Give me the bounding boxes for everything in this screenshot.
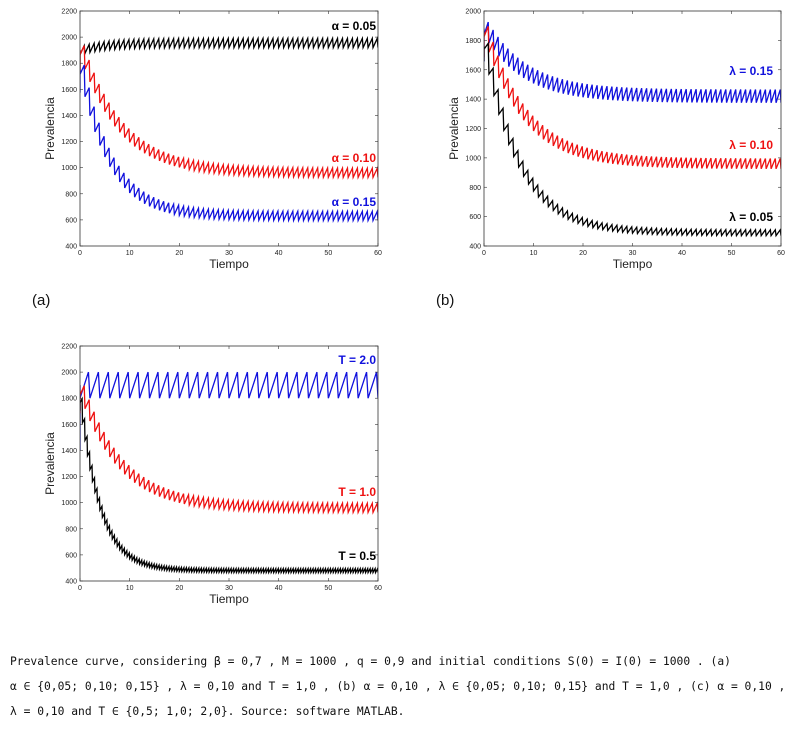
panel-letter-a: (a) <box>32 292 51 309</box>
series-label-2: λ = 0.10 <box>729 138 773 152</box>
y-tick-label: 800 <box>65 526 77 533</box>
y-tick-label: 1000 <box>61 165 77 172</box>
x-tick-label: 40 <box>275 250 283 257</box>
y-tick-label: 1800 <box>61 396 77 403</box>
y-tick-label: 1000 <box>465 155 481 162</box>
y-tick-label: 400 <box>469 244 481 251</box>
chart-panel-c: T = 2.0 T = 1.0 T = 0.5 0 10 20 30 40 50 60 400 600… <box>43 344 382 607</box>
x-tick-label: 30 <box>225 585 233 592</box>
panel-letter-b: (b) <box>436 292 455 309</box>
figure-caption: Prevalence curve, considering β = 0,7 , … <box>10 649 800 724</box>
series-label-3: α = 0.15 <box>332 195 377 209</box>
chart-panel-a: α = 0.05 α = 0.10 α = 0.15 0 10 20 30 40 50 60 400… <box>43 9 382 272</box>
y-tick-label: 800 <box>65 191 77 198</box>
series-line-2 <box>484 26 781 170</box>
x-tick-label: 0 <box>78 585 82 592</box>
series-label-1: α = 0.05 <box>332 19 377 33</box>
y-tick-label: 800 <box>469 185 481 192</box>
y-tick-label: 2200 <box>61 9 77 16</box>
x-tick-label: 10 <box>126 585 134 592</box>
y-tick-label: 1200 <box>61 139 77 146</box>
x-tick-label: 60 <box>777 250 785 257</box>
y-axis-label: Prevalencia <box>43 432 57 495</box>
y-tick-label: 1600 <box>61 422 77 429</box>
x-tick-label: 50 <box>324 585 332 592</box>
series-line-3 <box>80 64 378 224</box>
x-tick-label: 60 <box>374 585 382 592</box>
x-tick-label: 0 <box>78 250 82 257</box>
y-tick-label: 2200 <box>61 344 77 351</box>
series-line-1 <box>80 35 378 74</box>
y-tick-label: 1800 <box>465 38 481 45</box>
series-label-1: λ = 0.15 <box>729 64 773 78</box>
y-axis-label: Prevalencia <box>43 97 57 160</box>
series-line-2 <box>80 385 378 515</box>
series-line-2 <box>80 45 378 180</box>
x-tick-label: 30 <box>225 250 233 257</box>
x-tick-label: 0 <box>482 250 486 257</box>
x-axis-label: Tiempo <box>613 257 653 271</box>
y-tick-label: 400 <box>65 244 77 251</box>
y-tick-label: 1400 <box>465 97 481 104</box>
y-tick-label: 1400 <box>61 113 77 120</box>
series-label-2: T = 1.0 <box>338 485 376 499</box>
x-axis-label: Tiempo <box>209 592 249 606</box>
x-tick-label: 50 <box>728 250 736 257</box>
y-tick-label: 400 <box>65 579 77 586</box>
x-tick-label: 10 <box>530 250 538 257</box>
y-tick-label: 1200 <box>465 126 481 133</box>
y-tick-label: 1800 <box>61 61 77 68</box>
y-tick-label: 1400 <box>61 448 77 455</box>
y-tick-label: 1600 <box>61 87 77 94</box>
x-tick-label: 60 <box>374 250 382 257</box>
y-tick-label: 2000 <box>61 35 77 42</box>
y-axis-label: Prevalencia <box>447 97 461 160</box>
figure-canvas: α = 0.05α = 0.10α = 0.150 10 20 30 40 50 60400… <box>43 9 785 607</box>
series-label-1: T = 2.0 <box>338 353 376 367</box>
x-tick-label: 20 <box>579 250 587 257</box>
x-tick-label: 10 <box>126 250 134 257</box>
y-tick-label: 1200 <box>61 474 77 481</box>
chart-panel-b: λ = 0.15 λ = 0.10 λ = 0.05 0 10 20 30 40 50 60 400… <box>447 9 785 272</box>
series-line-3 <box>484 41 781 238</box>
y-tick-label: 2000 <box>465 9 481 16</box>
caption-line-2: α ∈ {0,05; 0,10; 0,15} , λ = 0,10 and T … <box>10 680 786 693</box>
series-line-1 <box>484 21 781 103</box>
series-label-3: T = 0.5 <box>338 549 376 563</box>
x-tick-label: 20 <box>175 585 183 592</box>
y-tick-label: 1600 <box>465 67 481 74</box>
series-label-2: α = 0.10 <box>332 151 377 165</box>
x-tick-label: 50 <box>324 250 332 257</box>
caption-line-3: λ = 0,10 and T ∈ {0,5; 1,0; 2,0}. Source… <box>10 705 405 718</box>
series-label-3: λ = 0.05 <box>729 210 773 224</box>
x-tick-label: 30 <box>629 250 637 257</box>
series-line-1 <box>80 371 378 451</box>
caption-line-1: Prevalence curve, considering β = 0,7 , … <box>10 655 731 668</box>
y-tick-label: 2000 <box>61 370 77 377</box>
x-axis-label: Tiempo <box>209 257 249 271</box>
y-tick-label: 1000 <box>61 500 77 507</box>
x-tick-label: 40 <box>678 250 686 257</box>
y-tick-label: 600 <box>65 217 77 224</box>
y-tick-label: 600 <box>65 552 77 559</box>
y-tick-label: 600 <box>469 214 481 221</box>
x-tick-label: 40 <box>275 585 283 592</box>
x-tick-label: 20 <box>175 250 183 257</box>
series-line-3 <box>80 396 378 575</box>
